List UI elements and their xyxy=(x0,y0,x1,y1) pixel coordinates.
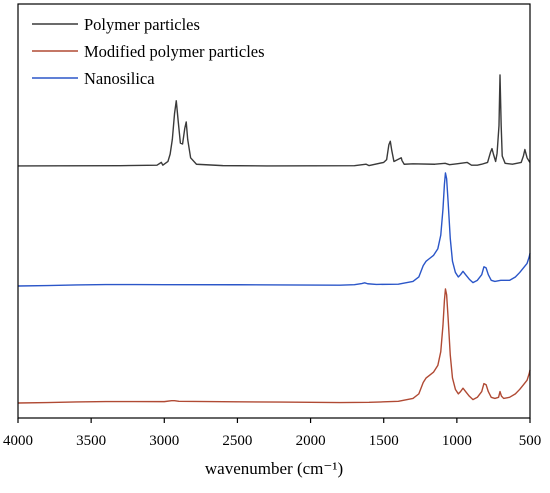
legend-label: Modified polymer particles xyxy=(84,42,265,61)
legend-label: Nanosilica xyxy=(84,69,155,88)
x-tick-label: 2500 xyxy=(222,433,252,449)
legend: Polymer particles Modified polymer parti… xyxy=(32,15,265,88)
plot-frame xyxy=(17,3,531,419)
legend-entry-nanosilica: Nanosilica xyxy=(32,69,155,88)
x-axis-ticks xyxy=(17,418,531,423)
plot-area xyxy=(17,3,531,423)
x-tick-label: 1500 xyxy=(369,433,399,449)
legend-entry-polymer-particles: Polymer particles xyxy=(32,15,200,34)
x-tick-label: 3000 xyxy=(149,433,179,449)
series-layer xyxy=(17,74,531,404)
x-axis-tick-labels: 4000 3500 3000 2500 2000 1500 1000 500 xyxy=(3,433,541,449)
legend-entry-modified-polymer-particles: Modified polymer particles xyxy=(32,42,265,61)
series-line-modified-polymer-particles xyxy=(17,288,531,404)
x-tick-label: 2000 xyxy=(296,433,326,449)
legend-label: Polymer particles xyxy=(84,15,200,34)
x-tick-label: 4000 xyxy=(3,433,33,449)
series-line-nanosilica xyxy=(17,172,531,287)
x-axis-title: wavenumber (cm⁻¹) xyxy=(205,459,343,478)
series-line-polymer-particles xyxy=(17,74,531,167)
x-tick-label: 500 xyxy=(519,433,542,449)
x-tick-label: 3500 xyxy=(76,433,106,449)
x-tick-label: 1000 xyxy=(442,433,472,449)
